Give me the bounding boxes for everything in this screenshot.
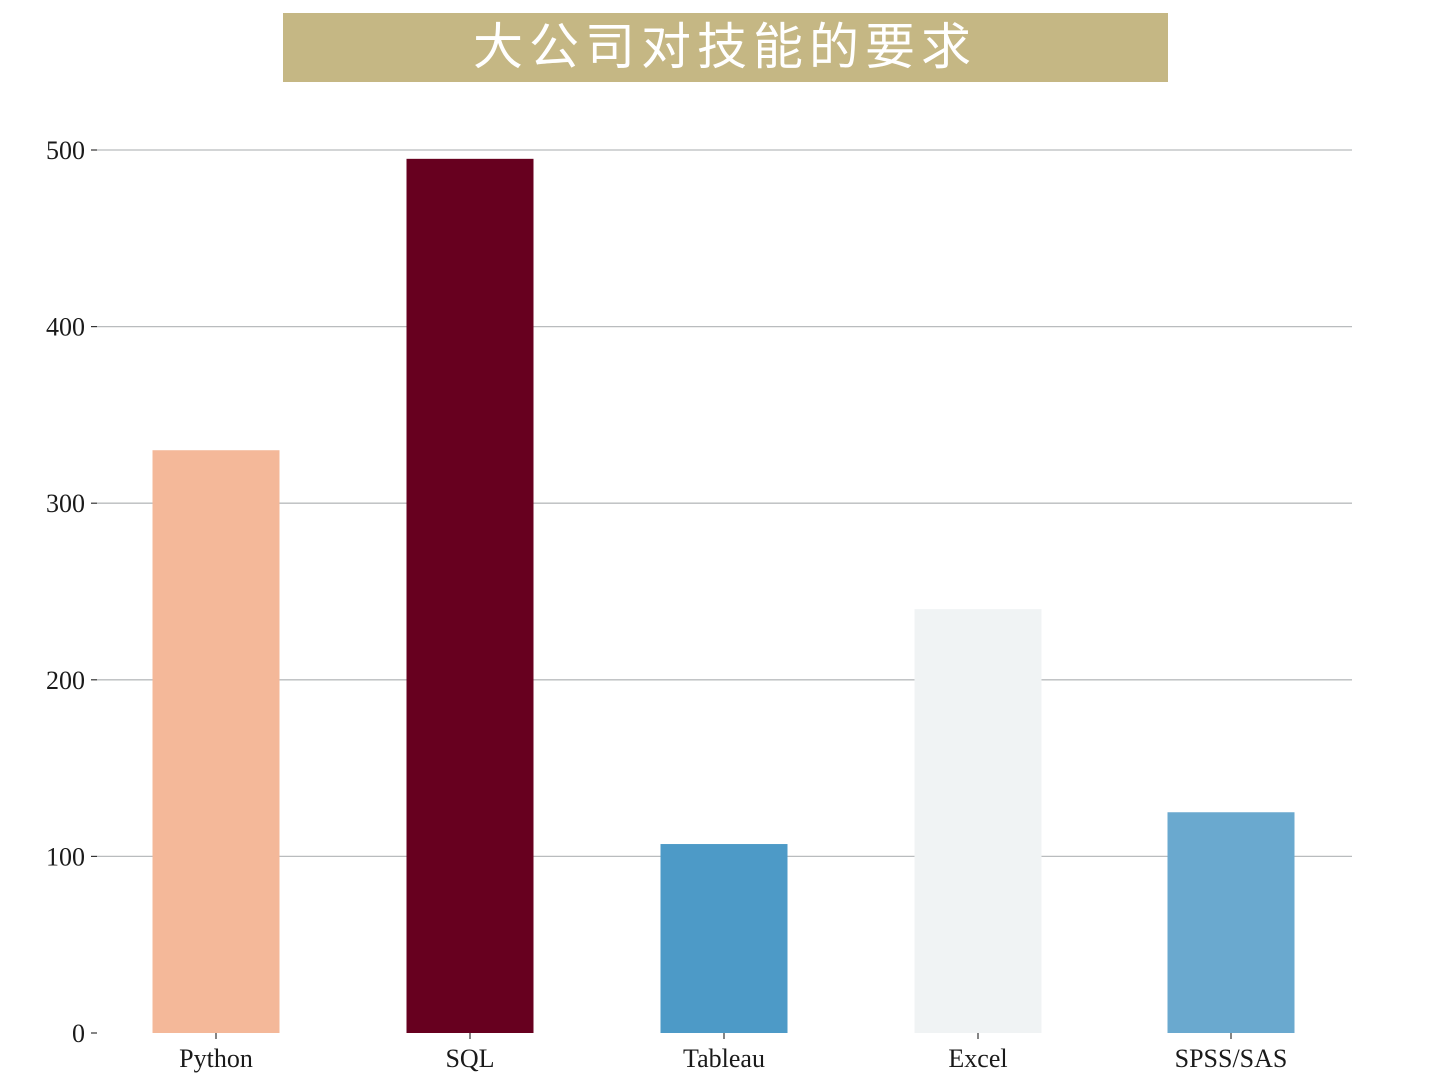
x-tick-label-sql: SQL [445, 1044, 494, 1073]
y-tick-label-0: 0 [72, 1019, 85, 1048]
gridlines [97, 149, 1352, 858]
bar-excel [914, 609, 1042, 1033]
y-axis: 0 100 200 300 400 500 [46, 136, 97, 1048]
y-tick-label-200: 200 [46, 666, 85, 695]
y-tick-label-100: 100 [46, 842, 85, 871]
chart-title-banner: 大公司对技能的要求 [283, 13, 1168, 82]
bar-python [152, 450, 280, 1034]
x-tick-label-spss-sas: SPSS/SAS [1175, 1044, 1288, 1073]
bar-sql [406, 158, 534, 1033]
bars [152, 158, 1295, 1034]
x-tick-label-tableau: Tableau [683, 1044, 765, 1073]
chart-title: 大公司对技能的要求 [473, 18, 977, 76]
y-tick-label-300: 300 [46, 489, 85, 518]
x-tick-label-excel: Excel [948, 1044, 1007, 1073]
bar-tableau [660, 844, 788, 1033]
y-tick-label-400: 400 [46, 313, 85, 342]
title-background [283, 13, 1168, 82]
y-tick-label-500: 500 [46, 136, 85, 165]
x-axis: Python SQL Tableau Excel SPSS/SAS [179, 1033, 1287, 1073]
bar-spss-sas [1167, 812, 1295, 1033]
x-tick-label-python: Python [179, 1044, 253, 1073]
